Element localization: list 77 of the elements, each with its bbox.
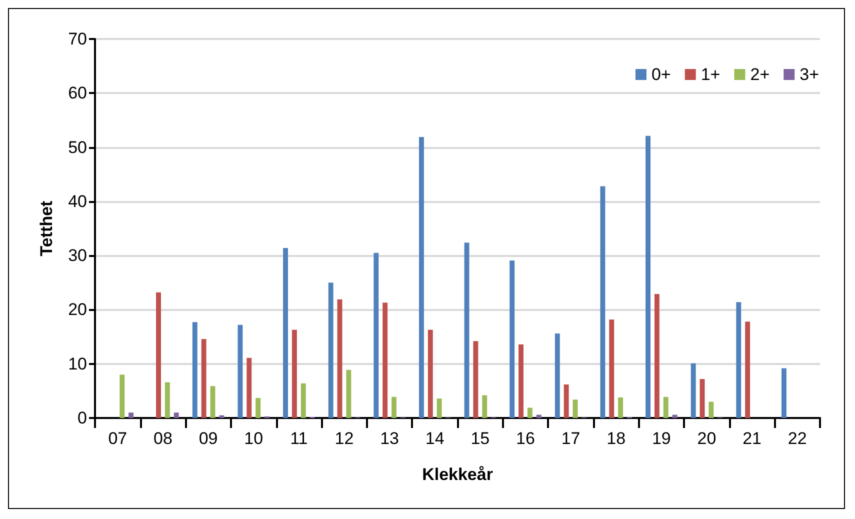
bar [618, 397, 624, 418]
bar [164, 382, 170, 418]
x-tick-label: 07 [108, 429, 128, 448]
bar [600, 186, 606, 418]
bar [418, 137, 424, 418]
bar [554, 334, 560, 418]
bar [473, 341, 478, 418]
bar [464, 242, 470, 418]
bar [663, 396, 668, 418]
bar [283, 248, 288, 418]
bar [219, 415, 224, 418]
bar [781, 368, 786, 418]
y-tick-label: 60 [68, 84, 87, 103]
x-tick-label: 22 [788, 429, 807, 448]
y-tick-label: 40 [68, 192, 87, 211]
y-tick-label: 70 [68, 30, 87, 48]
bar [700, 379, 705, 418]
bar [564, 384, 569, 418]
bar [346, 370, 352, 418]
legend-label: 2+ [750, 65, 770, 84]
bar [120, 374, 125, 418]
bar [745, 322, 750, 418]
y-tick-label: 30 [68, 246, 87, 266]
bar [174, 412, 179, 418]
x-tick-label: 20 [697, 429, 716, 448]
bar [246, 358, 252, 418]
x-tick-label: 16 [516, 429, 535, 448]
bar [156, 292, 161, 418]
x-tick-label: 19 [652, 429, 671, 448]
bar [672, 414, 678, 418]
bar [292, 330, 297, 418]
bar [510, 260, 515, 418]
x-tick-label: 14 [425, 429, 444, 448]
bar [337, 299, 342, 418]
bar [646, 136, 651, 418]
bar [690, 363, 696, 418]
bar [708, 402, 714, 418]
bar [210, 386, 216, 418]
bar [392, 396, 396, 418]
x-tick-label: 08 [154, 429, 172, 448]
bar [374, 252, 379, 418]
x-tick-label: 11 [290, 429, 308, 448]
y-axis-title: Tetthet [37, 200, 56, 256]
x-tick-label: 12 [334, 429, 354, 448]
bar [518, 344, 524, 418]
x-tick-label: 21 [742, 429, 762, 448]
bar [572, 400, 578, 418]
x-tick-label: 09 [198, 429, 218, 448]
legend-label: 1+ [700, 65, 720, 84]
bar [736, 302, 742, 418]
bar [436, 398, 442, 418]
bar [527, 408, 532, 418]
bar [300, 383, 306, 418]
legend-label: 0+ [651, 65, 671, 84]
legend-label: 3+ [800, 65, 820, 84]
bar [128, 412, 134, 418]
x-tick-label: 15 [470, 429, 490, 448]
x-tick-label: 18 [606, 429, 626, 448]
x-axis-title: Klekkeår [422, 465, 494, 484]
x-tick-label: 13 [380, 429, 399, 448]
x-tick-label: 17 [561, 429, 580, 448]
bar [382, 302, 388, 418]
bar [654, 294, 660, 418]
bar [428, 330, 433, 418]
bar [328, 282, 334, 418]
bar [482, 395, 488, 418]
bar [609, 319, 614, 418]
bar [238, 324, 243, 418]
bar [536, 414, 542, 418]
bar [192, 322, 198, 418]
y-tick-label: 0 [78, 408, 87, 428]
bar [256, 398, 261, 418]
bar [201, 338, 206, 418]
x-tick-label: 10 [244, 429, 264, 448]
y-tick-label: 10 [68, 354, 87, 374]
y-tick-label: 50 [68, 138, 87, 157]
y-tick-label: 20 [68, 300, 87, 320]
